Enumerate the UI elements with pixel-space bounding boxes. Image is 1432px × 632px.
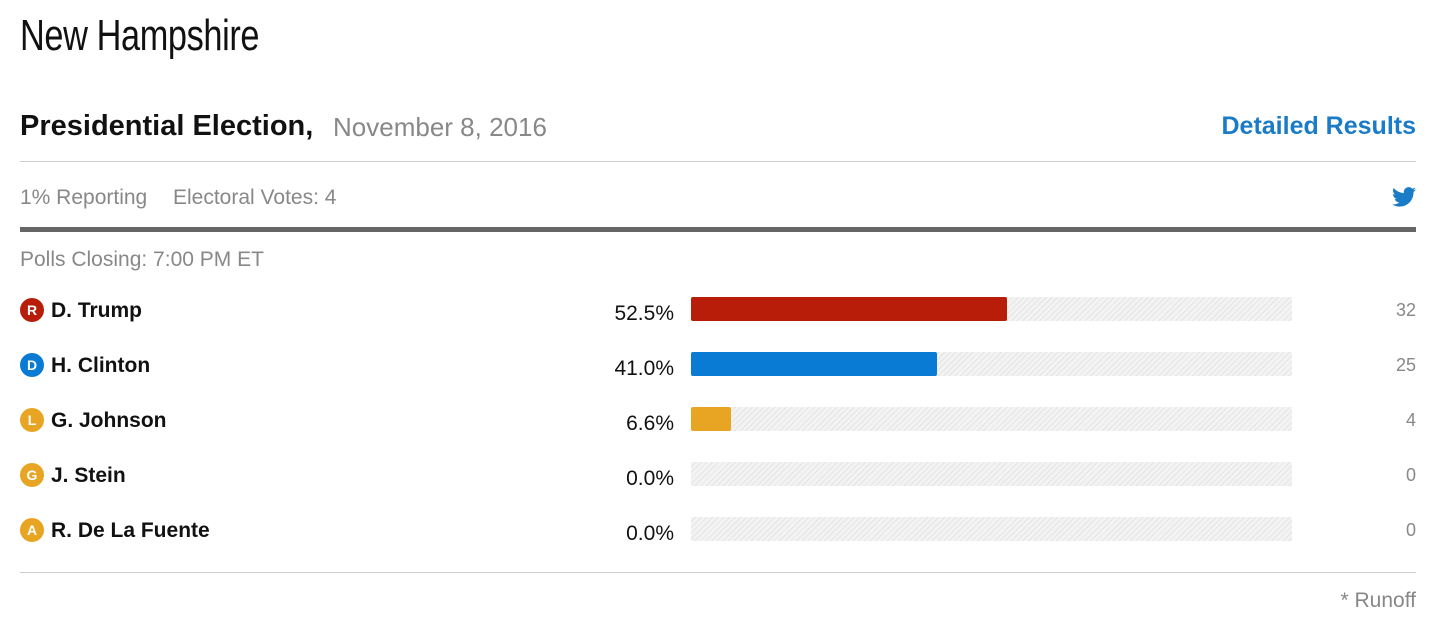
- vote-percent: 0.0%: [626, 467, 674, 490]
- divider: [20, 572, 1416, 573]
- candidate-name: J. Stein: [51, 464, 126, 487]
- vote-percent: 0.0%: [626, 522, 674, 545]
- bar-track: [691, 352, 1292, 376]
- party-badge: R: [20, 298, 44, 322]
- candidate-name: R. De La Fuente: [51, 519, 210, 542]
- reporting: 1% Reporting: [20, 186, 148, 209]
- party-badge: L: [20, 408, 44, 432]
- bar-track: [691, 462, 1292, 486]
- state-title: New Hampshire: [20, 11, 260, 60]
- thick-divider: [20, 227, 1416, 232]
- party-badge: A: [20, 518, 44, 542]
- bar-track: [691, 407, 1292, 431]
- electoral-votes-won: 0: [1405, 520, 1416, 540]
- vote-percent: 6.6%: [626, 412, 674, 435]
- candidate-name: H. Clinton: [51, 354, 151, 377]
- divider: [20, 161, 1416, 162]
- footnote: * Runoff: [1340, 589, 1417, 612]
- vote-percent: 41.0%: [614, 357, 674, 380]
- bar-track: [691, 517, 1292, 541]
- race-name: Presidential Election,: [20, 110, 314, 142]
- party-badge: G: [20, 463, 44, 487]
- twitter-icon[interactable]: [1392, 187, 1416, 207]
- detailed-results-link[interactable]: Detailed Results: [1221, 112, 1416, 140]
- bar-track: [691, 297, 1292, 321]
- vote-bar: [691, 297, 1007, 321]
- polls-closing: Polls Closing: 7:00 PM ET: [20, 248, 264, 271]
- electoral-votes-won: 0: [1405, 465, 1416, 485]
- candidate-name: D. Trump: [51, 299, 143, 322]
- vote-bar: [691, 407, 731, 431]
- race-date: November 8, 2016: [333, 112, 547, 142]
- electoral-votes-won: 25: [1395, 355, 1416, 375]
- electoral-votes: Electoral Votes: 4: [173, 186, 337, 209]
- party-badge: D: [20, 353, 44, 377]
- electoral-votes-won: 4: [1405, 410, 1416, 430]
- candidate-name: G. Johnson: [51, 409, 167, 432]
- vote-percent: 52.5%: [614, 302, 674, 325]
- electoral-votes-won: 32: [1395, 300, 1416, 320]
- vote-bar: [691, 352, 938, 376]
